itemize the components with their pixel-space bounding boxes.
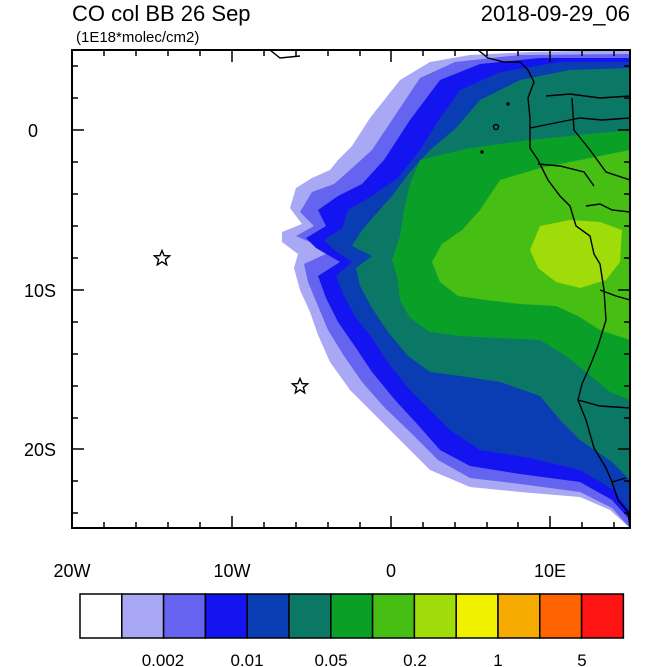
colorbar-swatch — [455, 593, 499, 639]
colorbar-swatch — [121, 593, 165, 639]
country-border-3 — [571, 97, 630, 181]
colorbar-label: 0.01 — [230, 651, 263, 667]
plot-frame — [71, 49, 631, 529]
colorbar-swatch — [413, 593, 457, 639]
plume-level-7 — [432, 150, 630, 340]
country-border-8 — [611, 477, 627, 483]
country-border-7 — [577, 399, 630, 409]
lon-tick-label: 10E — [534, 561, 566, 581]
african-coastline — [477, 50, 630, 528]
lon-tick-label: 0 — [386, 561, 396, 581]
co-field — [282, 50, 630, 528]
country-border-1 — [529, 117, 630, 129]
units-label: (1E18*molec/cm2) — [76, 29, 199, 46]
lon-tick-label: 10W — [213, 561, 250, 581]
timestamp-label: 2018-09-29_06 — [481, 1, 630, 26]
colorbar-labels: 0.002 0.01 0.05 0.2 1 5 — [142, 651, 587, 667]
star-icon — [152, 248, 172, 267]
colorbar-swatch — [330, 593, 374, 639]
lat-tick-label: 20S — [24, 440, 56, 460]
colorbar-swatch — [539, 593, 583, 639]
colorbar-label: 5 — [577, 651, 586, 667]
colorbar-swatch — [246, 593, 290, 639]
star-icon — [290, 376, 310, 395]
colorbar-swatch — [497, 593, 541, 639]
country-border-4 — [537, 163, 595, 187]
colorbar-label: 1 — [493, 651, 502, 667]
x-ticks — [71, 50, 615, 528]
colorbar-swatch — [371, 593, 416, 639]
colorbar-swatch — [288, 593, 332, 639]
colorbar — [79, 593, 625, 639]
country-border-6 — [599, 289, 630, 301]
colorbar-swatch — [580, 593, 625, 639]
colorbar-swatch — [162, 593, 207, 639]
star-markers — [152, 248, 310, 395]
lon-tick-label: 20W — [53, 561, 90, 581]
colorbar-label: 0.05 — [314, 651, 347, 667]
country-border-2 — [545, 93, 630, 99]
island — [506, 102, 510, 106]
y-ticks — [72, 65, 630, 514]
colorbar-swatch — [204, 593, 248, 639]
map-title: CO col BB 26 Sep — [72, 1, 251, 26]
country-border-5 — [585, 203, 630, 213]
colorbar-swatch — [79, 593, 123, 639]
island — [480, 150, 484, 154]
coastlines — [269, 50, 630, 528]
colorbar-label: 0.2 — [403, 651, 427, 667]
lat-tick-label: 10S — [24, 281, 56, 301]
lat-tick-label: 0 — [28, 121, 38, 141]
colorbar-label: 0.002 — [142, 651, 185, 667]
island — [492, 123, 500, 131]
plot-area: 20W 10W 0 10E 0 10S 20S — [24, 49, 631, 581]
northern-coast — [269, 50, 301, 59]
plume-level-8 — [530, 220, 622, 288]
